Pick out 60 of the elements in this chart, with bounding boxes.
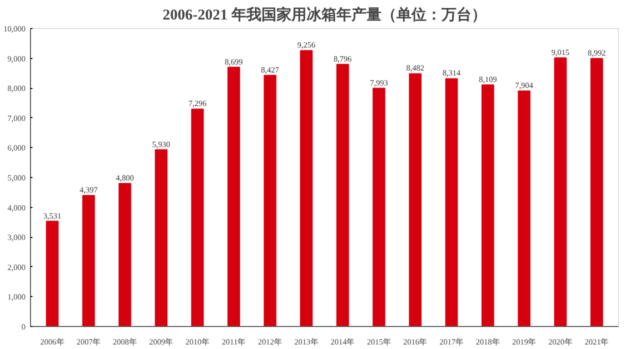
bar [445, 78, 458, 326]
bar [264, 74, 276, 326]
bar [227, 66, 240, 326]
data-label: 9,256 [297, 40, 316, 50]
x-tick-label: 2009年 [149, 338, 174, 346]
data-label: 8,699 [224, 57, 243, 66]
bar [300, 50, 313, 326]
data-label: 3,531 [43, 211, 62, 220]
y-tick-label: 6,000 [8, 144, 26, 153]
y-tick-label: 9,000 [8, 54, 26, 64]
data-label: 7,296 [188, 99, 206, 108]
y-tick-label: 10,000 [4, 24, 26, 34]
x-tick-label: 2012年 [258, 338, 282, 346]
data-label: 7,993 [370, 78, 388, 88]
data-label: 8,992 [588, 48, 606, 58]
data-label: 4,800 [116, 173, 134, 182]
bar [518, 90, 530, 326]
data-label: 9,015 [551, 48, 570, 57]
x-tick-label: 2020年 [548, 338, 572, 346]
bar [408, 73, 422, 326]
bar [191, 108, 204, 326]
y-tick-label: 1,000 [8, 292, 26, 302]
bar [118, 182, 132, 326]
x-tick-label: 2017年 [440, 338, 464, 346]
data-label: 5,930 [152, 140, 170, 149]
data-label: 4,397 [80, 185, 98, 194]
y-tick-label: 8,000 [8, 84, 26, 94]
x-tick-label: 2006年 [40, 338, 64, 346]
y-tick-label: 4,000 [8, 203, 26, 212]
bar [372, 88, 386, 326]
x-tick-label: 2015年 [366, 338, 391, 346]
data-label: 8,314 [442, 68, 461, 78]
x-tick-label: 2011年 [222, 338, 246, 346]
data-label: 8,482 [406, 64, 424, 73]
y-tick-label: 5,000 [8, 174, 26, 182]
x-tick-label: 2010年 [185, 338, 210, 346]
x-tick-label: 2013年 [294, 338, 318, 346]
x-tick-label: 2018年 [476, 338, 500, 346]
chart-title: 2006-2021 年我国家用冰箱年产量（单位：万台） [162, 6, 486, 24]
y-tick-label: 2,000 [8, 262, 26, 272]
bar [482, 84, 494, 326]
data-label: 8,109 [478, 74, 497, 84]
bar [46, 220, 59, 326]
bar [554, 57, 567, 326]
x-tick-label: 2014年 [330, 338, 355, 346]
data-label: 8,796 [334, 54, 352, 64]
y-tick-label: 7,000 [8, 114, 26, 123]
data-label: 7,904 [515, 80, 534, 90]
x-tick-label: 2021年 [584, 338, 609, 346]
bar [590, 58, 604, 326]
y-tick-label: 0 [22, 322, 26, 332]
x-tick-label: 2019年 [512, 338, 536, 346]
y-tick-label: 3,000 [8, 233, 26, 242]
bar [336, 64, 349, 326]
bar [82, 194, 95, 326]
x-tick-label: 2008年 [112, 338, 137, 346]
x-tick-label: 2016年 [403, 338, 428, 346]
data-label: 8,427 [261, 65, 280, 74]
x-tick-label: 2007年 [76, 338, 101, 346]
bar [154, 149, 168, 326]
